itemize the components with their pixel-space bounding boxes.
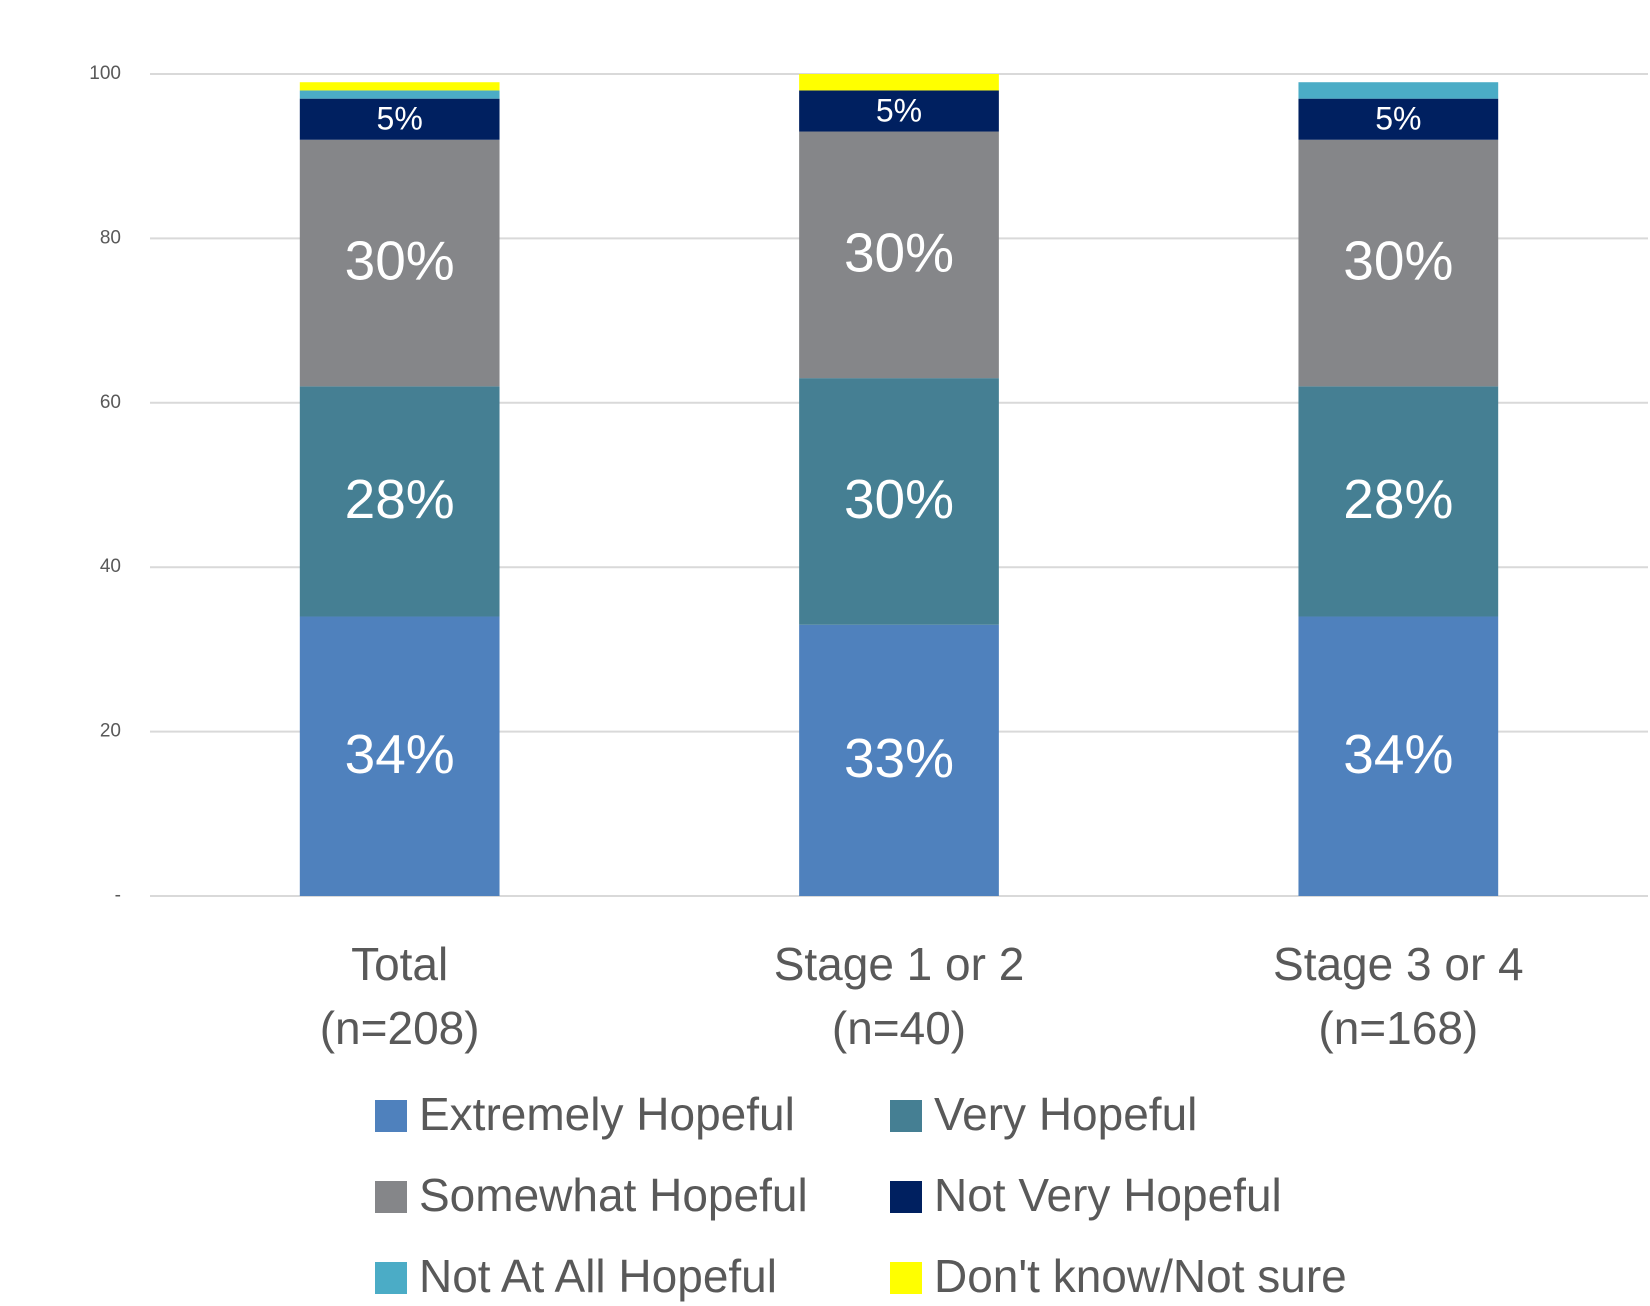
- bar-segment: [1298, 616, 1499, 896]
- bar-segment: [799, 378, 999, 625]
- legend-swatch: [375, 1262, 407, 1294]
- bar-segment: [1298, 139, 1499, 387]
- legend-label: Not At All Hopeful: [419, 1250, 777, 1302]
- data-label: 33%: [844, 727, 954, 789]
- bar-segment: [799, 74, 999, 91]
- legend-label: Somewhat Hopeful: [419, 1169, 808, 1221]
- legend-label: Very Hopeful: [934, 1088, 1197, 1140]
- bar-segment: [1298, 82, 1499, 99]
- data-label: 34%: [1343, 723, 1453, 785]
- legend-swatch: [890, 1181, 922, 1213]
- bar-segment: [299, 90, 500, 99]
- y-tick-label: 80: [100, 227, 121, 248]
- x-tick-label: Stage 3 or 4 (n=168): [1273, 938, 1524, 1054]
- data-label: 5%: [1375, 101, 1421, 137]
- data-label: 28%: [1343, 468, 1453, 530]
- data-label: 30%: [844, 468, 954, 530]
- bar-segment: [799, 131, 999, 379]
- legend-label: Not Very Hopeful: [934, 1169, 1282, 1221]
- data-label: 30%: [844, 221, 954, 283]
- legend-swatch: [890, 1262, 922, 1294]
- bar-segment: [799, 90, 999, 132]
- y-tick-label: 100: [89, 63, 121, 84]
- data-label: 5%: [377, 101, 423, 137]
- legend-label: Extremely Hopeful: [419, 1088, 795, 1140]
- y-tick-label: 40: [100, 556, 121, 577]
- legend-label: Don't know/Not sure: [934, 1250, 1347, 1302]
- data-label: 30%: [1343, 230, 1453, 292]
- x-tick-label: Total (n=208): [319, 938, 480, 1054]
- legend-swatch: [890, 1100, 922, 1132]
- bar-segment: [1298, 98, 1499, 140]
- bar-segment: [1298, 386, 1499, 617]
- y-tick-label: 20: [100, 721, 121, 742]
- bar-segment: [299, 386, 500, 617]
- data-label: 28%: [345, 468, 455, 530]
- data-label: 34%: [345, 723, 455, 785]
- legend-swatch: [375, 1181, 407, 1213]
- bar-segment: [299, 616, 500, 896]
- bar-segment: [799, 624, 999, 896]
- bar-segment: [299, 98, 500, 140]
- bar-segment: [299, 82, 500, 91]
- data-label: 30%: [345, 230, 455, 292]
- y-tick-label: -: [115, 885, 121, 906]
- bar-segment: [299, 139, 500, 387]
- x-tick-label: Stage 1 or 2 (n=40): [773, 938, 1025, 1054]
- legend-swatch: [375, 1100, 407, 1132]
- y-tick-label: 60: [100, 392, 121, 413]
- data-label: 5%: [876, 92, 922, 128]
